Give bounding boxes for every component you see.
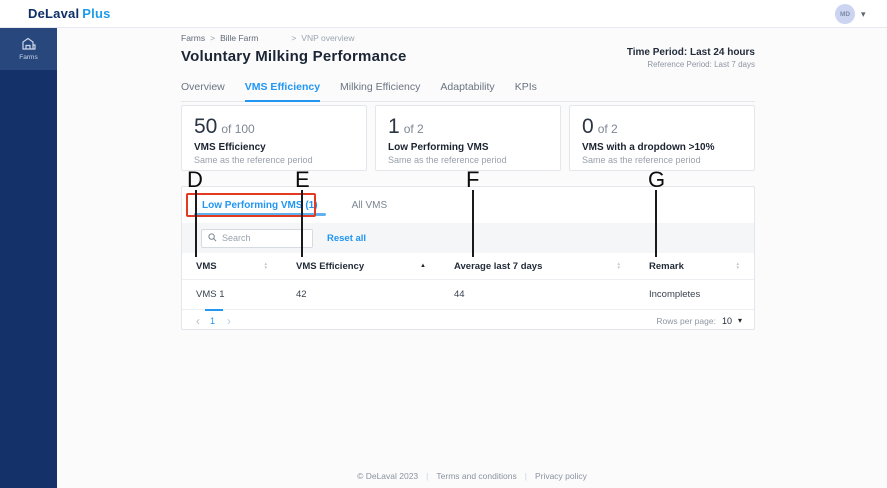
farm-icon xyxy=(21,37,37,51)
stat-label: Low Performing VMS xyxy=(388,142,489,153)
footer-divider: | xyxy=(524,471,527,481)
sidebar-item-farms[interactable]: Farms xyxy=(0,28,57,70)
sort-icon[interactable]: ▲ ▼ xyxy=(735,261,740,270)
stat-label: VMS Efficiency xyxy=(194,142,266,153)
delaval-plus-logo: DeLaval Plus xyxy=(28,6,111,21)
annotation-line-d xyxy=(195,190,197,257)
table-tab-all-vms[interactable]: All VMS xyxy=(351,199,388,211)
table-row[interactable]: VMS 1 42 44 Incompletes xyxy=(182,279,754,309)
annotation-letter-f: F xyxy=(466,167,480,192)
breadcrumb-separator-icon: > xyxy=(291,33,297,43)
vms-table-card: Low Performing VMS (1) All VMS Reset all… xyxy=(181,186,755,330)
tab-vms-efficiency[interactable]: VMS Efficiency xyxy=(244,81,321,102)
rows-per-page-label: Rows per page: xyxy=(656,315,716,326)
page-tabs: Overview VMS Efficiency Milking Efficien… xyxy=(181,81,755,102)
stat-subtext: Same as the reference period xyxy=(388,155,507,165)
stat-value: 1 xyxy=(388,115,400,138)
reset-all-button[interactable]: Reset all xyxy=(327,232,367,244)
rows-per-page-caret-icon[interactable]: ▾ xyxy=(737,316,742,325)
breadcrumb-separator-icon: > xyxy=(210,33,216,43)
column-header-vms-efficiency[interactable]: VMS Efficiency ▲ xyxy=(282,253,440,279)
annotation-highlight-box xyxy=(186,193,316,217)
cell-remark: Incompletes xyxy=(635,279,754,309)
rows-per-page-value[interactable]: 10 xyxy=(721,315,732,326)
tab-adaptability[interactable]: Adaptability xyxy=(440,81,495,93)
annotation-line-e xyxy=(301,190,303,257)
pagination-row: ‹ 1 › Rows per page: 10 ▾ xyxy=(182,309,754,331)
breadcrumb-vnp-overview[interactable]: VNP overview xyxy=(301,33,355,43)
footer: © DeLaval 2023 | Terms and conditions | … xyxy=(57,471,887,481)
top-header-bar: DeLaval Plus MD ▾ xyxy=(0,0,887,28)
footer-copyright: © DeLaval 2023 xyxy=(357,471,419,481)
sidebar: Farms xyxy=(0,28,57,488)
sidebar-item-label: Farms xyxy=(19,54,38,61)
column-label: Remark xyxy=(649,260,684,272)
sort-ascending-icon[interactable]: ▲ xyxy=(420,263,426,269)
stat-of: of 2 xyxy=(597,122,618,136)
table-header-row: VMS ▲ ▼ VMS Efficiency ▲ Average last 7 d… xyxy=(182,253,754,279)
footer-link-terms[interactable]: Terms and conditions xyxy=(436,471,517,481)
pagination-next-icon[interactable]: › xyxy=(227,313,232,328)
column-header-remark[interactable]: Remark ▲ ▼ xyxy=(635,253,754,279)
stat-value: 0 xyxy=(582,115,594,138)
table-filter-row: Reset all xyxy=(182,223,754,253)
sort-icon[interactable]: ▲ ▼ xyxy=(263,261,268,270)
breadcrumb: Farms > Bille Farm > VNP overview xyxy=(181,33,355,43)
time-period-text: Time Period: Last 24 hours xyxy=(626,47,755,58)
stat-card-low-performing: 1 of 2 Low Performing VMS Same as the ref… xyxy=(375,105,561,171)
annotation-letter-g: G xyxy=(648,167,666,192)
tab-milking-efficiency[interactable]: Milking Efficiency xyxy=(340,81,421,93)
annotation-line-g xyxy=(655,190,657,257)
column-label: Average last 7 days xyxy=(454,260,543,272)
table-tabs: Low Performing VMS (1) All VMS xyxy=(182,187,754,223)
stat-subtext: Same as the reference period xyxy=(582,155,701,165)
footer-divider: | xyxy=(426,471,429,481)
annotation-line-f xyxy=(472,190,474,257)
stat-value: 50 xyxy=(194,115,218,138)
search-icon xyxy=(208,229,217,247)
breadcrumb-farms[interactable]: Farms xyxy=(181,33,206,43)
reference-period-text: Reference Period: Last 7 days xyxy=(647,60,755,69)
avatar[interactable]: MD xyxy=(835,4,855,24)
column-header-average-last-7-days[interactable]: Average last 7 days ▲ ▼ xyxy=(440,253,635,279)
sort-icon[interactable]: ▲ ▼ xyxy=(616,261,621,270)
search-input[interactable] xyxy=(222,233,302,243)
search-box[interactable] xyxy=(201,228,313,248)
pagination-page-1[interactable]: 1 xyxy=(204,309,224,326)
time-period-block: Time Period: Last 24 hours Reference Per… xyxy=(475,47,755,69)
main-content: Farms > Bille Farm > VNP overview Volunt… xyxy=(57,28,887,488)
stat-cards: 50 of 100 VMS Efficiency Same as the refe… xyxy=(181,105,755,171)
rows-per-page-control: Rows per page: 10 ▾ xyxy=(656,316,742,326)
tab-kpis[interactable]: KPIs xyxy=(514,81,537,93)
stat-card-dropdown: 0 of 2 VMS with a dropdown >10% Same as t… xyxy=(569,105,755,171)
annotation-letter-e: E xyxy=(295,167,310,192)
avatar-menu-caret-icon[interactable]: ▾ xyxy=(861,9,866,19)
column-header-vms[interactable]: VMS ▲ ▼ xyxy=(182,253,282,279)
stat-label: VMS with a dropdown >10% xyxy=(582,142,715,153)
column-label: VMS xyxy=(196,260,217,272)
column-label: VMS Efficiency xyxy=(296,260,365,272)
logo-text-delaval: DeLaval xyxy=(28,6,80,21)
stat-subtext: Same as the reference period xyxy=(194,155,313,165)
annotation-letter-d: D xyxy=(187,167,203,192)
pagination-prev-icon[interactable]: ‹ xyxy=(196,313,200,328)
stat-card-vms-efficiency: 50 of 100 VMS Efficiency Same as the refe… xyxy=(181,105,367,171)
breadcrumb-farm-name[interactable]: Bille Farm xyxy=(220,33,259,43)
stat-of: of 100 xyxy=(221,122,255,136)
tab-overview[interactable]: Overview xyxy=(181,81,225,93)
cell-average-last-7-days: 44 xyxy=(440,279,635,309)
cell-vms: VMS 1 xyxy=(182,279,282,309)
footer-link-privacy[interactable]: Privacy policy xyxy=(534,471,587,481)
page-title: Voluntary Milking Performance xyxy=(181,48,407,65)
logo-text-plus: Plus xyxy=(82,6,111,21)
table-tab-low-performing[interactable]: Low Performing VMS (1) xyxy=(192,187,328,223)
cell-vms-efficiency: 42 xyxy=(282,279,440,309)
stat-of: of 2 xyxy=(403,122,424,136)
